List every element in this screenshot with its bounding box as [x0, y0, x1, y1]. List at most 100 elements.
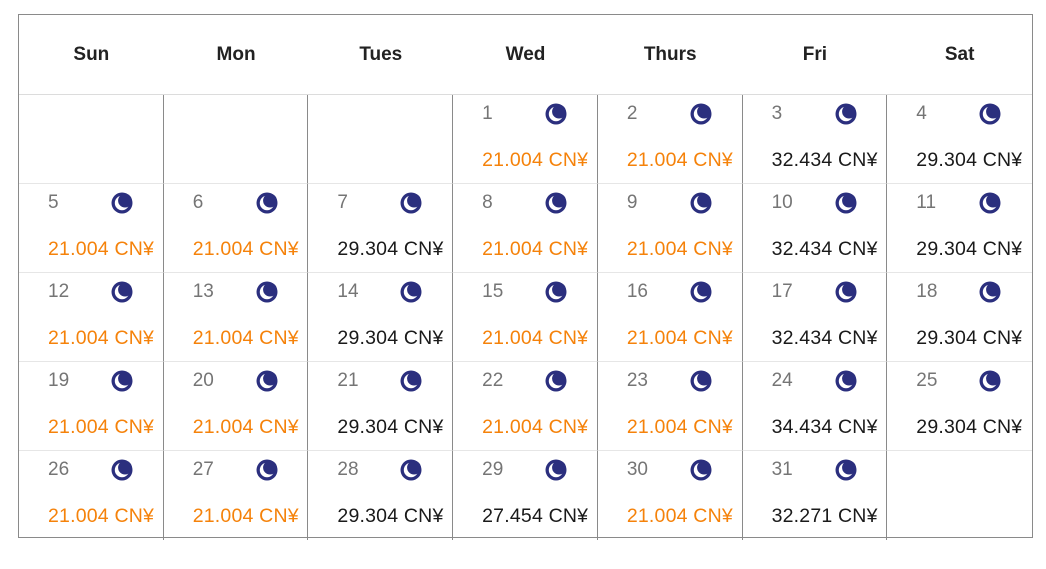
calendar-day-cell[interactable]: 30 21.004 CN¥	[598, 451, 743, 540]
night-price: 32.434 CN¥	[771, 238, 878, 260]
day-number: 6	[192, 192, 204, 213]
calendar-day-cell[interactable]: 12 21.004 CN¥	[19, 273, 164, 362]
calendar-day-cell[interactable]: 21 29.304 CN¥	[308, 362, 454, 451]
calendar-day-cell[interactable]: 31 32.271 CN¥	[743, 451, 888, 540]
night-price: 21.004 CN¥	[48, 505, 155, 527]
calendar-day-cell[interactable]: 20 21.004 CN¥	[163, 362, 309, 451]
night-price: 21.004 CN¥	[626, 505, 733, 527]
night-price: 29.304 CN¥	[337, 238, 444, 260]
weekday-fri: Fri	[802, 43, 828, 65]
calendar-day-cell[interactable]: 2 21.004 CN¥	[597, 95, 743, 184]
weekday-thu: Thurs	[643, 43, 697, 65]
calendar-day-cell[interactable]: 5 21.004 CN¥	[19, 184, 164, 273]
calendar-day-cell[interactable]: 14 29.304 CN¥	[308, 273, 454, 362]
day-number: 7	[337, 192, 348, 213]
night-price: 21.004 CN¥	[192, 327, 299, 349]
day-number: 16	[626, 281, 648, 302]
calendar-day-cell[interactable]: 13 21.004 CN¥	[163, 273, 309, 362]
calendar-day-cell[interactable]: 19 21.004 CN¥	[19, 362, 164, 451]
calendar-day-cell[interactable]: 15 21.004 CN¥	[453, 273, 598, 362]
moon-icon	[690, 459, 712, 481]
moon-icon	[979, 103, 1001, 125]
calendar-day-cell[interactable]: 3 32.434 CN¥	[742, 95, 888, 184]
moon-icon	[690, 370, 712, 392]
weekday-sun: Sun	[73, 43, 110, 65]
calendar-day-cell[interactable]: 8 21.004 CN¥	[453, 184, 598, 273]
day-number: 31	[771, 459, 793, 480]
day-number: 4	[916, 103, 927, 124]
moon-icon	[835, 281, 857, 303]
moon-icon	[111, 192, 133, 214]
calendar-day-cell[interactable]: 26 21.004 CN¥	[19, 451, 164, 540]
moon-icon	[111, 281, 133, 303]
calendar-day-cell[interactable]: 10 32.434 CN¥	[742, 184, 888, 273]
calendar-grid: 1 21.004 CN¥ 2 21.004 CN¥ 3 32.434 CN¥ 4 29.304…	[19, 95, 1032, 540]
day-number: 3	[771, 103, 783, 124]
moon-icon	[400, 370, 422, 392]
calendar-day-cell[interactable]: 1 21.004 CN¥	[453, 95, 598, 184]
night-price: 21.004 CN¥	[626, 327, 733, 349]
night-price: 21.004 CN¥	[48, 416, 155, 438]
calendar-day-cell[interactable]: 6 21.004 CN¥	[163, 184, 309, 273]
night-price: 34.434 CN¥	[771, 416, 878, 438]
calendar-day-cell[interactable]: 22 21.004 CN¥	[453, 362, 598, 451]
day-number: 15	[482, 281, 504, 302]
calendar-day-cell[interactable]: 28 29.304 CN¥	[308, 451, 454, 540]
day-number: 24	[771, 370, 793, 391]
night-price: 21.004 CN¥	[626, 149, 733, 171]
calendar-day-cell[interactable]: 23 21.004 CN¥	[597, 362, 743, 451]
day-number: 8	[482, 192, 493, 213]
calendar-day-cell[interactable]: 24 34.434 CN¥	[742, 362, 888, 451]
day-number: 28	[337, 459, 359, 480]
empty-day-cell	[19, 95, 164, 184]
night-price: 21.004 CN¥	[48, 238, 155, 260]
moon-icon	[256, 370, 278, 392]
day-number: 23	[626, 370, 648, 391]
moon-icon	[979, 370, 1001, 392]
weekday-mon: Mon	[216, 43, 256, 65]
calendar-day-cell[interactable]: 25 29.304 CN¥	[887, 362, 1032, 451]
night-price: 29.304 CN¥	[337, 327, 444, 349]
night-price: 29.304 CN¥	[916, 149, 1023, 171]
night-price: 21.004 CN¥	[192, 238, 299, 260]
weekday-sat: Sat	[944, 43, 975, 65]
night-price: 21.004 CN¥	[192, 416, 299, 438]
night-price: 27.454 CN¥	[482, 505, 589, 527]
night-price: 29.304 CN¥	[337, 416, 444, 438]
moon-icon	[545, 370, 567, 392]
moon-icon	[545, 192, 567, 214]
price-calendar: Sun Mon Tues Wed Thurs Fri Sat 1 21.004 C…	[18, 14, 1033, 540]
day-number: 18	[916, 281, 938, 302]
weekday-wed: Wed	[505, 43, 546, 65]
calendar-day-cell[interactable]: 17 32.434 CN¥	[742, 273, 888, 362]
calendar-day-cell[interactable]: 16 21.004 CN¥	[597, 273, 743, 362]
night-price: 21.004 CN¥	[192, 505, 299, 527]
night-price: 29.304 CN¥	[916, 416, 1023, 438]
moon-icon	[979, 192, 1001, 214]
moon-icon	[545, 459, 567, 481]
calendar-day-cell[interactable]: 7 29.304 CN¥	[308, 184, 454, 273]
day-number: 12	[48, 281, 70, 302]
night-price: 29.304 CN¥	[916, 238, 1023, 260]
night-price: 29.304 CN¥	[337, 505, 444, 527]
day-number: 11	[916, 192, 937, 213]
night-price: 21.004 CN¥	[626, 416, 733, 438]
moon-icon	[835, 370, 857, 392]
calendar-day-cell[interactable]: 29 27.454 CN¥	[453, 451, 598, 540]
night-price: 32.271 CN¥	[771, 505, 878, 527]
moon-icon	[400, 459, 422, 481]
calendar-day-cell[interactable]: 27 21.004 CN¥	[164, 451, 309, 540]
moon-icon	[690, 281, 712, 303]
calendar-day-cell[interactable]: 11 29.304 CN¥	[887, 184, 1032, 273]
day-number: 20	[192, 370, 214, 391]
day-number: 14	[337, 281, 359, 302]
calendar-day-cell[interactable]: 4 29.304 CN¥	[887, 95, 1032, 184]
night-price: 21.004 CN¥	[626, 238, 733, 260]
day-number: 21	[337, 370, 359, 391]
calendar-day-cell[interactable]: 18 29.304 CN¥	[887, 273, 1032, 362]
night-price: 32.434 CN¥	[771, 149, 878, 171]
calendar-day-cell[interactable]: 9 21.004 CN¥	[597, 184, 743, 273]
moon-icon	[690, 103, 712, 125]
night-price: 21.004 CN¥	[482, 149, 589, 171]
day-number: 2	[626, 103, 638, 124]
